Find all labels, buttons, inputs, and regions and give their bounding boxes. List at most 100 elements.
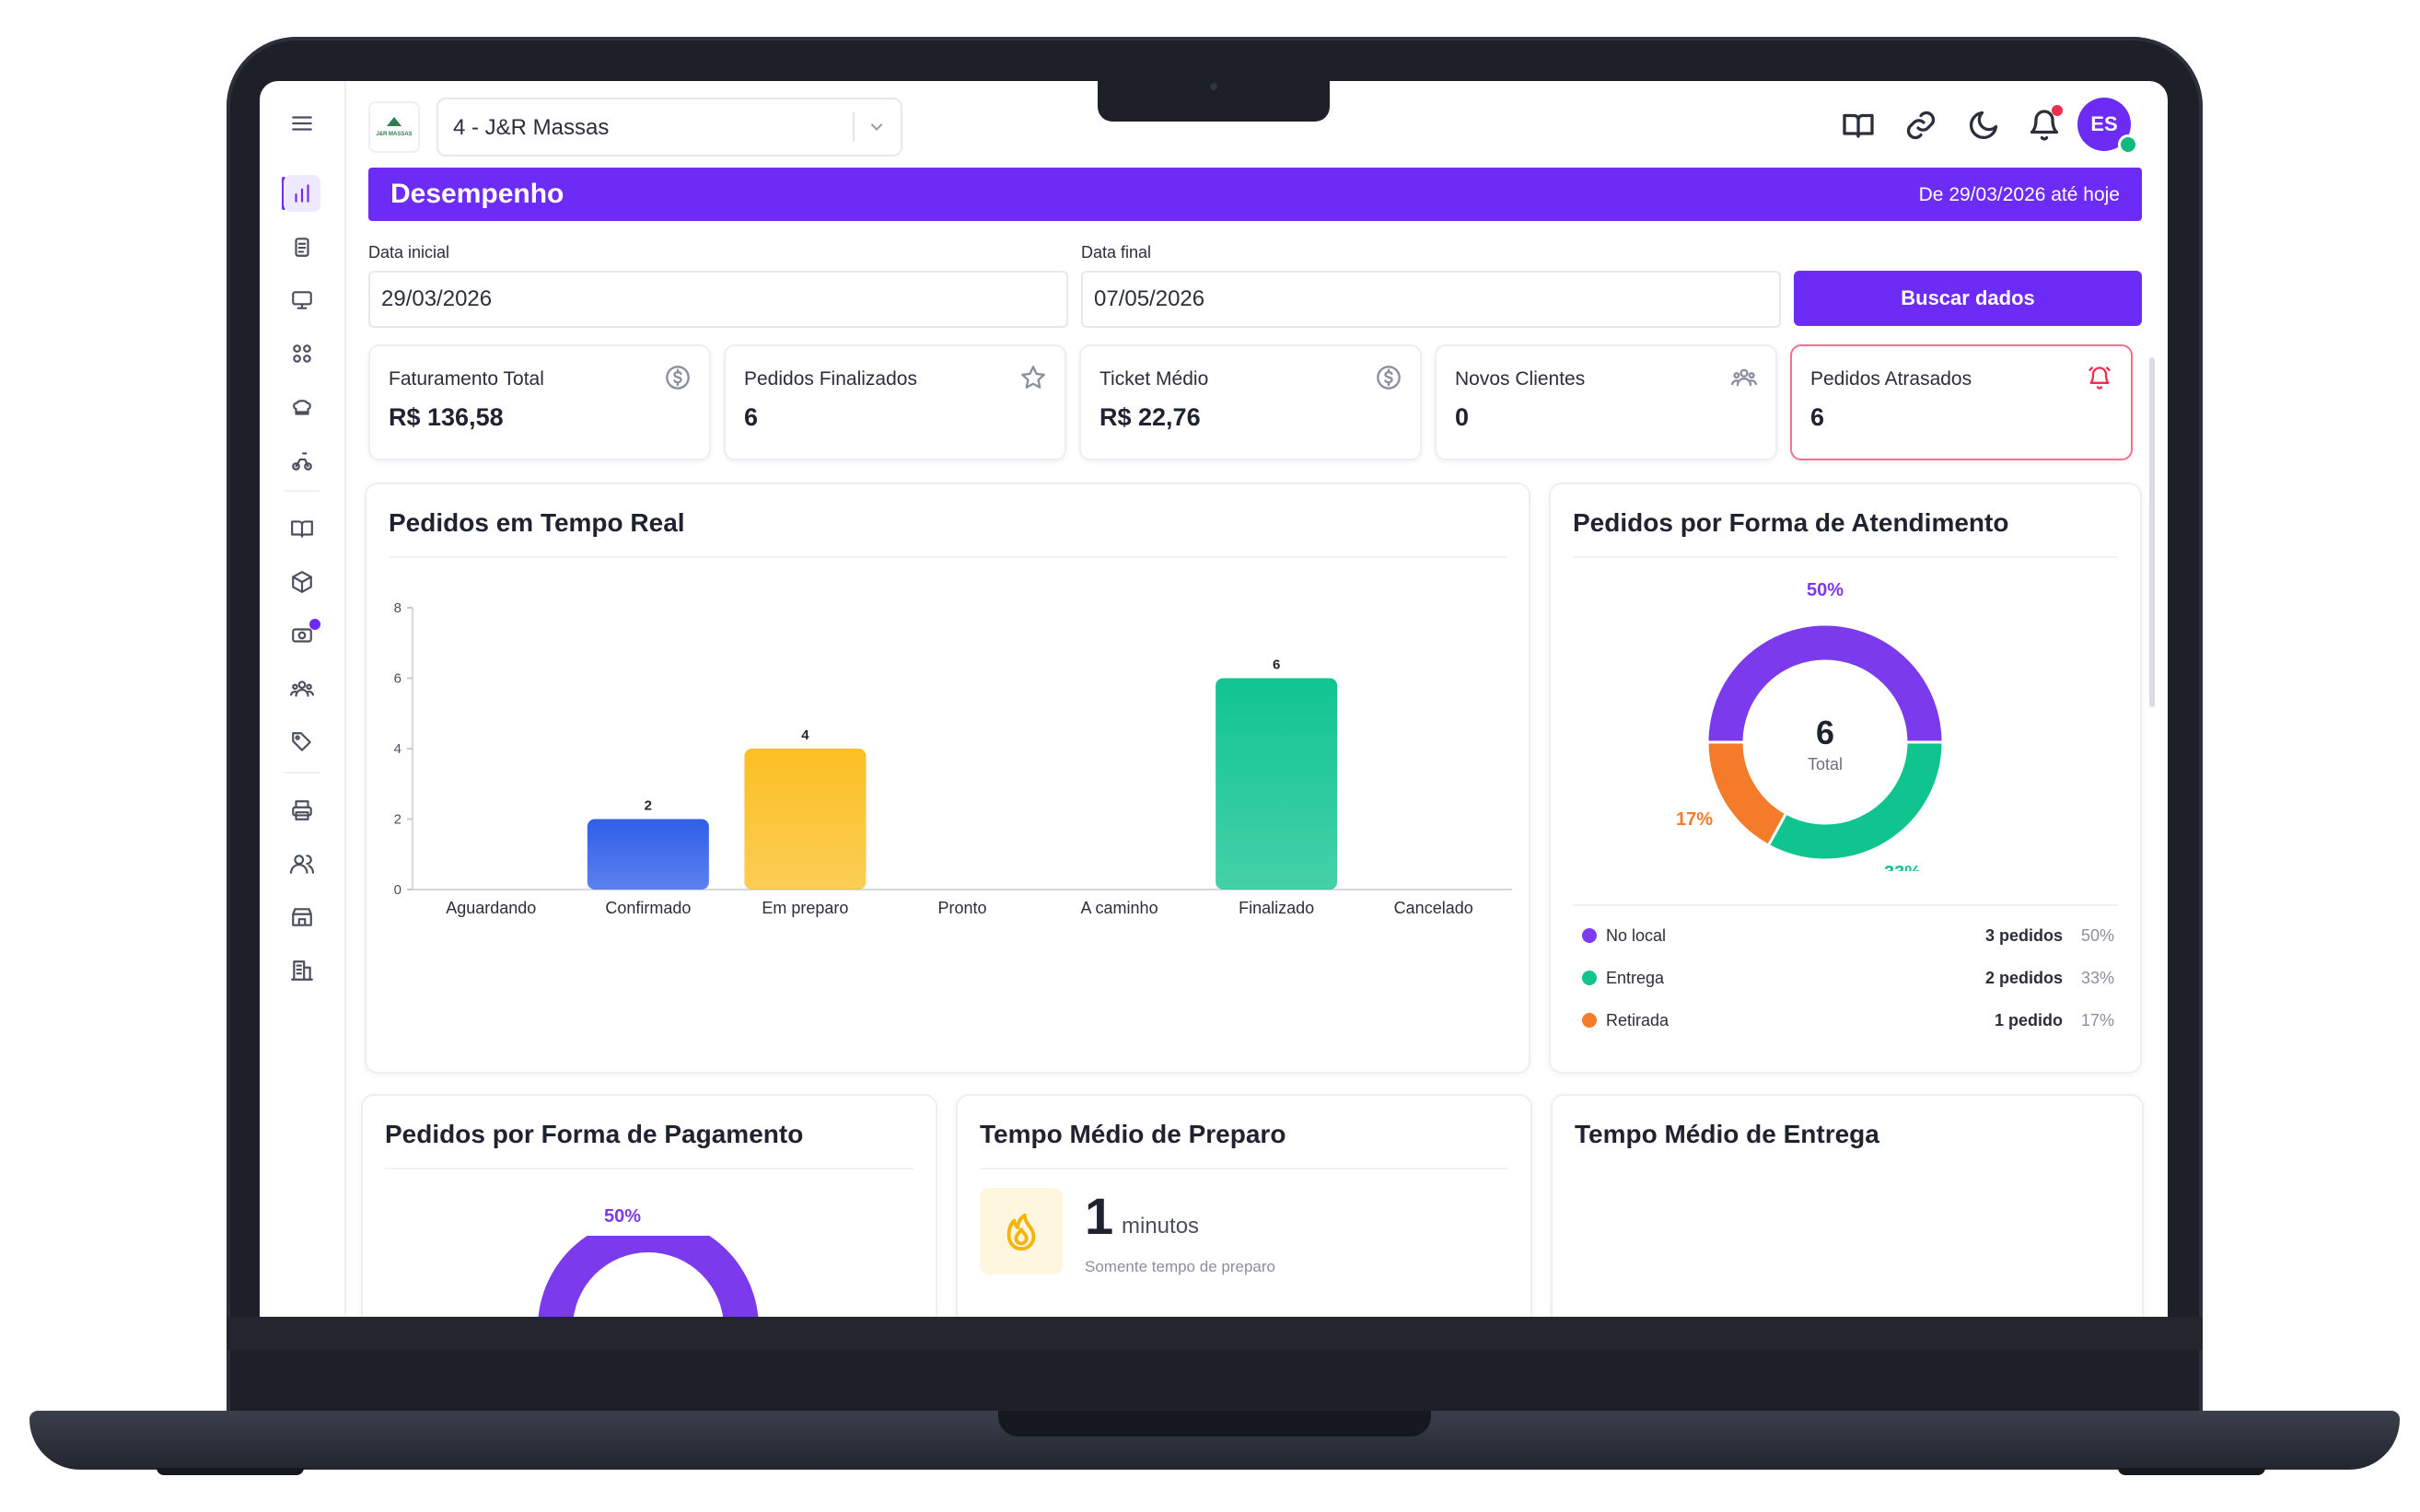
- end-date-value: 07/05/2026: [1094, 286, 1205, 311]
- users-icon: [1731, 365, 1757, 390]
- page-header-banner: Desempenho De 29/03/2026 até hoje: [368, 168, 2142, 221]
- docs-book-icon[interactable]: [1834, 101, 1882, 149]
- x-tick-label: Aguardando: [446, 899, 536, 917]
- payment-method-card: Pedidos por Forma de Pagamento 50%: [361, 1094, 937, 1317]
- sidebar-item-dashboard[interactable]: [284, 175, 320, 212]
- menu-icon[interactable]: [284, 105, 320, 142]
- card-divider: [980, 1168, 1508, 1169]
- legend-name: No local: [1606, 926, 1667, 945]
- kpi-label: Ticket Médio: [1099, 368, 1209, 390]
- end-date-field[interactable]: 07/05/2026: [1081, 271, 1781, 328]
- legend-count: 3 pedidos: [1984, 926, 2063, 945]
- donut-top-percent: 50%: [604, 1206, 642, 1227]
- kpi-card-revenue: Faturamento Total R$ 136,58: [368, 344, 711, 460]
- notifications-bell-icon[interactable]: [2020, 101, 2068, 149]
- legend-item: Retirada 1 pedido 17%: [1576, 1002, 2114, 1042]
- sidebar-divider: [284, 772, 320, 773]
- sidebar-item-menu-book[interactable]: [284, 510, 320, 547]
- page-scrollbar[interactable]: [2149, 357, 2155, 707]
- bar-value-label: 6: [1273, 657, 1280, 673]
- kpi-card-new-customers: Novos Clientes 0: [1435, 344, 1777, 460]
- sidebar-item-users[interactable]: [284, 845, 320, 882]
- legend-count: 2 pedidos: [1984, 969, 2063, 987]
- y-tick-label: 6: [394, 671, 401, 687]
- kpi-value: R$ 22,76: [1099, 403, 1201, 431]
- sidebar-divider: [284, 490, 320, 492]
- y-tick-label: 2: [394, 812, 401, 828]
- sidebar-item-pos[interactable]: [284, 282, 320, 319]
- card-title: Tempo Médio de Entrega: [1575, 1120, 1879, 1148]
- kpi-label: Faturamento Total: [389, 368, 544, 390]
- realtime-orders-card: Pedidos em Tempo Real 0 2 4 6 8 Aguardando 2 Co…: [365, 483, 1530, 1074]
- donut-total-label: Total: [1808, 755, 1843, 773]
- card-divider: [385, 1168, 913, 1169]
- avatar[interactable]: ES: [2077, 98, 2131, 151]
- kpi-card-completed-orders: Pedidos Finalizados 6: [724, 344, 1066, 460]
- donut-total-value: 6: [1816, 714, 1834, 751]
- kpi-label: Pedidos Finalizados: [744, 368, 917, 390]
- sidebar-item-printer[interactable]: [284, 792, 320, 829]
- star-icon: [1020, 365, 1046, 390]
- laptop-base-notch: [998, 1411, 1431, 1436]
- sidebar-item-kitchen[interactable]: [284, 389, 320, 425]
- store-logo-image: J&R MASSAS: [376, 117, 413, 137]
- laptop-foot: [157, 1468, 304, 1475]
- sidebar-item-company[interactable]: [284, 952, 320, 989]
- date-range-text: De 29/03/2026 até hoje: [1918, 184, 2120, 205]
- x-tick-label: Confirmado: [605, 899, 691, 917]
- donut-segment: [1766, 740, 1945, 862]
- y-tick-label: 4: [394, 741, 401, 757]
- sidebar-item-delivery[interactable]: [284, 442, 320, 479]
- bar: [744, 749, 867, 890]
- kpi-value: R$ 136,58: [389, 403, 504, 431]
- donut-percent-label: 33%: [1884, 863, 1921, 871]
- link-icon[interactable]: [1897, 101, 1945, 149]
- card-title: Pedidos por Forma de Atendimento: [1573, 508, 2009, 537]
- kpi-value: 6: [744, 403, 759, 431]
- end-date-label: Data final: [1081, 243, 1152, 262]
- sidebar-item-store[interactable]: [284, 899, 320, 936]
- donut-segment: [1705, 740, 1788, 848]
- alarm-bell-icon: [2087, 365, 2112, 390]
- start-date-label: Data inicial: [368, 243, 450, 262]
- legend-name: Retirada: [1606, 1011, 1670, 1029]
- sidebar-item-customers[interactable]: [284, 670, 320, 707]
- page-title: Desempenho: [390, 179, 564, 209]
- start-date-field[interactable]: 29/03/2026: [368, 271, 1068, 328]
- screen: J&R MASSAS 4 - J&R Massas ES Desempenho …: [260, 81, 2168, 1317]
- sidebar-item-products[interactable]: [284, 564, 320, 600]
- store-select[interactable]: 4 - J&R Massas: [436, 98, 902, 157]
- legend-name: Entrega: [1606, 969, 1665, 987]
- sidebar-item-grid[interactable]: [284, 335, 320, 372]
- sidebar-item-coupons[interactable]: [284, 724, 320, 761]
- card-title: Pedidos por Forma de Pagamento: [385, 1120, 804, 1148]
- legend-percent: 17%: [2080, 1011, 2114, 1029]
- payment-donut-chart: [538, 1236, 759, 1317]
- dollar-circle-icon: [1376, 365, 1402, 390]
- x-tick-label: Cancelado: [1394, 899, 1473, 917]
- legend-percent: 33%: [2080, 969, 2114, 987]
- kpi-label: Pedidos Atrasados: [1810, 368, 1972, 390]
- sidebar-item-orders[interactable]: [284, 228, 320, 265]
- sidebar: [260, 81, 346, 1317]
- orders-status-bar-chart: 0 2 4 6 8 Aguardando 2 Confirmado 4 Em preparo Pro…: [394, 600, 1512, 917]
- prep-time-card: Tempo Médio de Preparo 1 minutos Somente…: [956, 1094, 1532, 1317]
- bar-value-label: 2: [645, 798, 652, 814]
- bar: [587, 819, 709, 890]
- donut-segment: [538, 1236, 759, 1317]
- legend-item: Entrega 2 pedidos 33%: [1576, 960, 2114, 1000]
- dark-mode-moon-icon[interactable]: [1960, 101, 2007, 149]
- sidebar-item-cash[interactable]: [284, 617, 320, 654]
- prep-time-note: Somente tempo de preparo: [1085, 1258, 1275, 1275]
- svg-text:J&R MASSAS: J&R MASSAS: [376, 132, 412, 137]
- legend-percent: 50%: [2080, 926, 2114, 945]
- notification-dot: [309, 619, 320, 630]
- notification-dot: [2052, 105, 2063, 116]
- donut-segment: [1705, 622, 1945, 744]
- camera-icon: [1210, 83, 1217, 90]
- laptop-bezel: [227, 1317, 2203, 1350]
- chevron-down-icon: [870, 123, 883, 131]
- x-tick-label: Finalizado: [1239, 899, 1314, 917]
- legend-dot: [1582, 928, 1597, 943]
- search-data-button[interactable]: Buscar dados: [1794, 271, 2142, 326]
